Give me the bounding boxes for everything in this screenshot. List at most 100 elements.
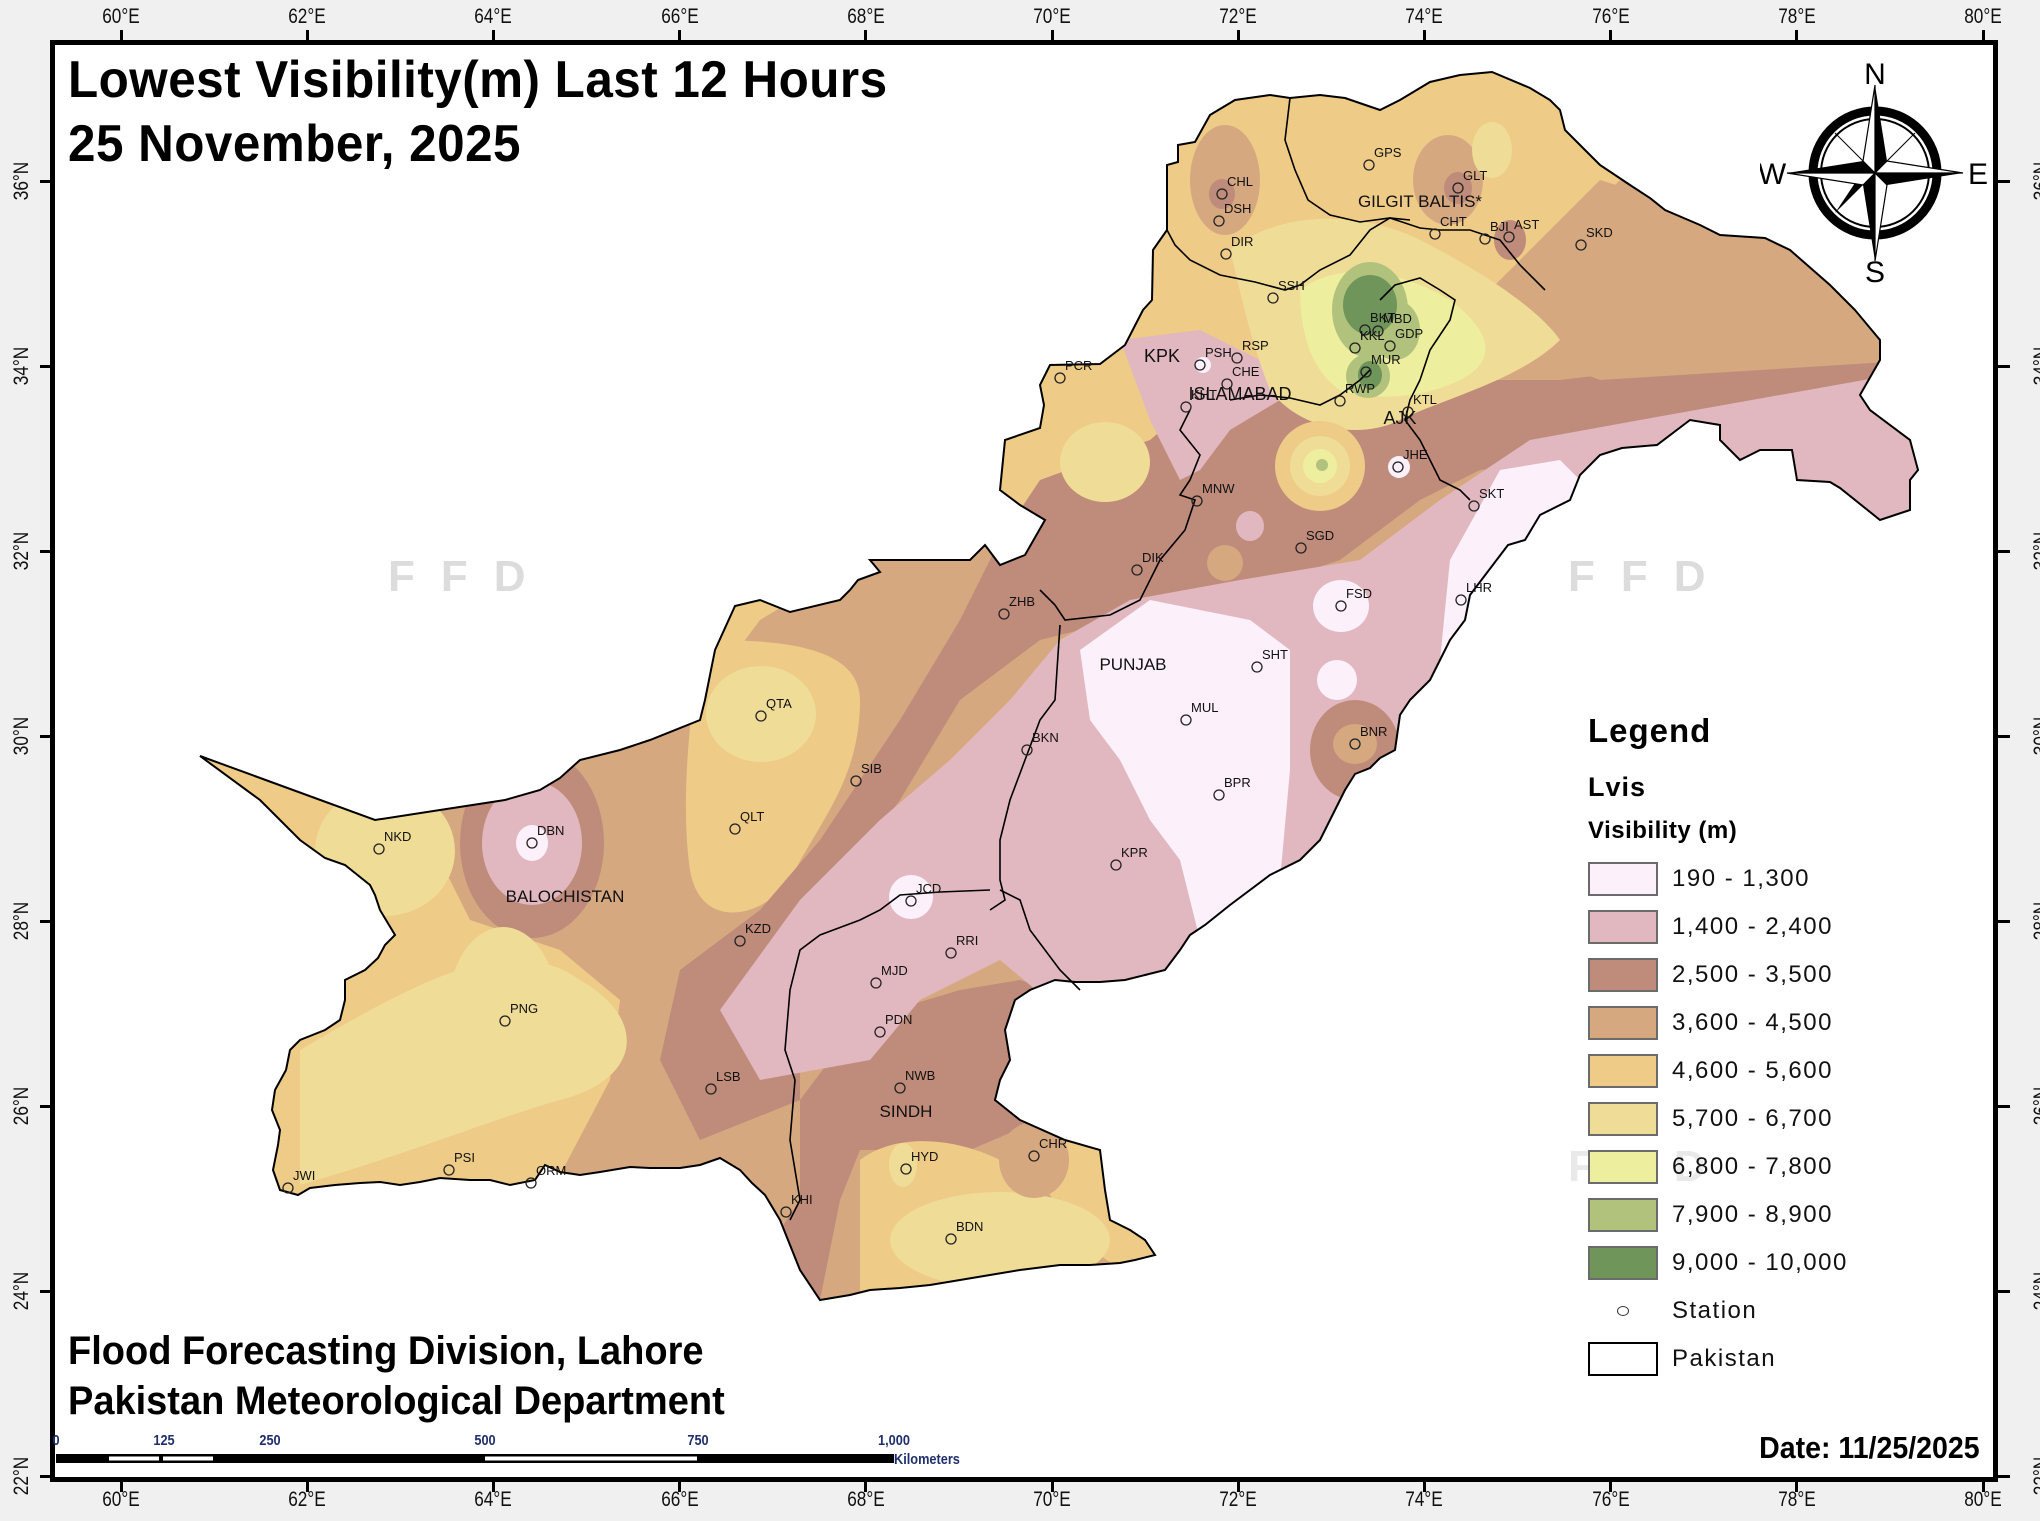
station-marker-icon <box>1028 1150 1040 1162</box>
scale-tick-label: 1,000 <box>878 1432 910 1449</box>
station-label: ZHB <box>1009 594 1035 609</box>
station-label: BPR <box>1224 775 1251 790</box>
legend-swatch <box>1588 862 1658 896</box>
station-bkt: BKT <box>1359 310 1395 336</box>
station-marker-icon <box>1575 239 1587 251</box>
legend-class-label: 1,400 - 2,400 <box>1672 913 1833 940</box>
station-label: CHL <box>1227 174 1253 189</box>
credit-line-1: Flood Forecasting Division, Lahore <box>68 1329 704 1373</box>
station-label: CHE <box>1232 364 1260 379</box>
station-rsp: RSP <box>1231 338 1269 364</box>
station-marker-icon <box>1054 372 1066 384</box>
lon-tick-label: 62°E <box>288 1488 326 1511</box>
legend-field-name: Visibility (m) <box>1588 817 1738 844</box>
station-dbn: DBN <box>526 823 564 849</box>
tick-mark <box>40 919 52 923</box>
station-label: SHT <box>1262 647 1288 662</box>
station-marker-icon <box>1110 859 1122 871</box>
station-marker-icon <box>1452 182 1464 194</box>
region-label: SINDH <box>880 1102 933 1121</box>
station-marker-icon <box>1267 292 1279 304</box>
tick-mark <box>305 1482 309 1492</box>
credits: Flood Forecasting Division, Lahore Pakis… <box>68 1326 725 1426</box>
legend-class-row: 5,700 - 6,700 <box>1588 1095 1928 1143</box>
station-symbol-icon <box>1588 1306 1658 1316</box>
station-marker-icon <box>1213 215 1225 227</box>
lon-tick-label: 60°E <box>102 1488 140 1511</box>
station-marker-icon <box>850 775 862 787</box>
scale-tick-label: 250 <box>259 1432 281 1449</box>
map-title: Lowest Visibility(m) Last 12 Hours 25 No… <box>68 48 888 176</box>
station-hyd: HYD <box>900 1149 938 1175</box>
station-marker-icon <box>998 608 1010 620</box>
station-label: PNG <box>510 1001 538 1016</box>
station-bji: BJI <box>1479 219 1509 245</box>
legend-swatch <box>1588 1102 1658 1136</box>
station-marker-icon <box>894 1082 906 1094</box>
station-marker-icon <box>1295 542 1307 554</box>
station-marker-icon <box>905 895 917 907</box>
legend-boundary-row: Pakistan <box>1588 1335 1928 1383</box>
station-marker-icon <box>373 843 385 855</box>
station-qta: QTA <box>755 696 792 722</box>
station-label: NWB <box>905 1068 935 1083</box>
region-label: ISLAMABAD <box>1188 384 1291 404</box>
station-nwb: NWB <box>894 1068 935 1094</box>
lon-tick-label: 74°E <box>1405 5 1444 28</box>
station-label: KPR <box>1121 845 1148 860</box>
station-marker-icon <box>1180 714 1192 726</box>
station-marker-icon <box>1372 325 1384 337</box>
station-marker-icon <box>945 947 957 959</box>
station-label: PCR <box>1065 358 1092 373</box>
tick-mark <box>1998 179 2010 183</box>
legend-class-row: 2,500 - 3,500 <box>1588 951 1928 999</box>
station-bpr: BPR <box>1213 775 1251 801</box>
tick-mark <box>40 734 52 738</box>
station-label: SKT <box>1479 486 1504 501</box>
legend-swatch <box>1588 1246 1658 1280</box>
tick-mark <box>40 179 52 183</box>
station-label: KTL <box>1413 392 1437 407</box>
station-chr: CHR <box>1028 1136 1067 1162</box>
station-gdp: GDP <box>1384 326 1423 352</box>
station-bnr: BNR <box>1349 724 1387 750</box>
station-label: MJD <box>881 963 908 978</box>
station-marker-icon <box>780 1206 792 1218</box>
station-label: HYD <box>911 1149 938 1164</box>
station-marker-icon <box>1384 340 1396 352</box>
region-labels: GILGIT BALTIS* KPK ISLAMABAD AJK PUNJAB BALOC… <box>506 192 1483 1121</box>
station-marker-icon <box>282 1182 294 1194</box>
station-label: BKN <box>1032 730 1059 745</box>
legend: Legend Lvis Visibility (m) 190 - 1,300 1,… <box>1588 712 1928 1383</box>
station-marker-icon <box>874 1026 886 1038</box>
station-bkn: BKN <box>1021 730 1059 756</box>
station-label: DIK <box>1142 550 1164 565</box>
station-marker-icon <box>1191 495 1203 507</box>
region-label: GILGIT BALTIS* <box>1358 192 1482 211</box>
lon-tick-label: 70°E <box>1033 1488 1071 1511</box>
station-label: PSH <box>1205 345 1232 360</box>
station-label: JWI <box>293 1168 315 1183</box>
lon-tick-label: 62°E <box>288 5 326 28</box>
lon-tick-label: 74°E <box>1405 1488 1444 1511</box>
station-label: JHE <box>1403 447 1428 462</box>
station-che: CHE <box>1221 364 1260 390</box>
station-qlt: QLT <box>729 809 764 835</box>
station-marker-icon <box>1349 738 1361 750</box>
lon-tick-label: 68°E <box>847 5 885 28</box>
station-label: GLT <box>1463 168 1487 183</box>
station-marker-icon <box>1402 406 1414 418</box>
station-label: BKT <box>1370 310 1395 325</box>
legend-class-row: 4,600 - 5,600 <box>1588 1047 1928 1095</box>
scale-unit: Kilometers <box>894 1451 960 1468</box>
tick-mark <box>1998 734 2010 738</box>
station-kkl: KKL <box>1349 328 1385 354</box>
station-marker-icon <box>1503 231 1515 243</box>
credit-line-2: Pakistan Meteorological Department <box>68 1379 725 1423</box>
station-label: KZD <box>745 921 771 936</box>
lon-tick-label: 78°E <box>1778 5 1816 28</box>
tick-mark <box>1609 1482 1613 1492</box>
station-label: BDN <box>956 1219 983 1234</box>
station-marker-icon <box>1221 378 1233 390</box>
